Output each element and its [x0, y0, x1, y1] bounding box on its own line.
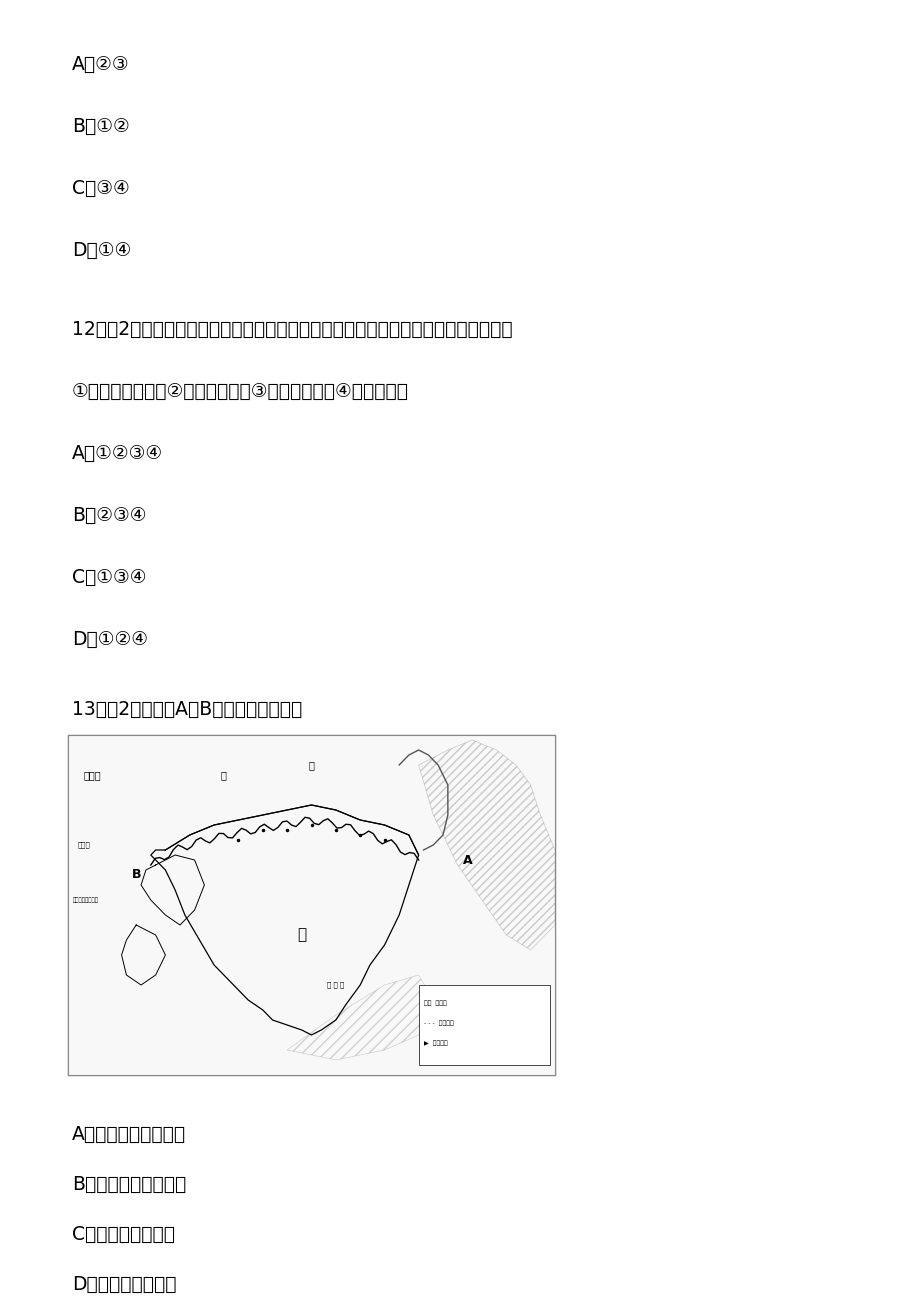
Text: B．①②: B．①②	[72, 117, 130, 135]
Text: B．山海关　　居庸关: B．山海关 居庸关	[72, 1174, 186, 1194]
Text: B．②③④: B．②③④	[72, 506, 146, 525]
Text: A．①②③④: A．①②③④	[72, 444, 163, 464]
Text: 瓦　剌: 瓦 剌	[84, 769, 101, 780]
Bar	[68, 736, 554, 1075]
Text: - - -  辽东边墙: - - - 辽东边墙	[423, 1019, 453, 1026]
Text: ▶  九边重镇: ▶ 九边重镇	[423, 1040, 447, 1046]
Text: C．③④: C．③④	[72, 178, 130, 198]
Text: 13．（2分）下图A，B处分别为（　　）: 13．（2分）下图A，B处分别为（ ）	[72, 700, 302, 719]
Text: C．①③④: C．①③④	[72, 568, 146, 587]
Text: ①设立锦衣卫　　②设立东厂　　③设军机处　　④设廷杖制度: ①设立锦衣卫 ②设立东厂 ③设军机处 ④设廷杖制度	[72, 381, 409, 401]
Text: 12．（2分）明朝统治者采取多种措施加强专制统治，下列属于他们的措施有（　　）: 12．（2分）明朝统治者采取多种措施加强专制统治，下列属于他们的措施有（ ）	[72, 320, 512, 339]
Text: D．辽东　　居庸关: D．辽东 居庸关	[72, 1275, 176, 1294]
Text: 靼: 靼	[308, 760, 314, 769]
Text: 明: 明	[297, 927, 306, 943]
Text: 帖木儿王朝特等势: 帖木儿王朝特等势	[73, 897, 98, 902]
Bar	[418, 986, 550, 1065]
Text: A．山海关　　嘉峪关: A．山海关 嘉峪关	[72, 1125, 186, 1144]
Text: C．辽东　　嘉峪关: C．辽东 嘉峪关	[72, 1225, 175, 1243]
Text: D．①④: D．①④	[72, 241, 131, 260]
Text: D．①②④: D．①②④	[72, 630, 148, 648]
Text: A．②③: A．②③	[72, 55, 130, 74]
Text: ～～  明长城: ～～ 明长城	[423, 1000, 446, 1005]
Text: A: A	[462, 854, 471, 867]
Text: B: B	[131, 868, 141, 881]
Text: 东 一 缘: 东 一 缘	[327, 982, 344, 988]
Text: 土鲁番: 土鲁番	[78, 841, 90, 849]
Text: 鞑: 鞑	[221, 769, 226, 780]
